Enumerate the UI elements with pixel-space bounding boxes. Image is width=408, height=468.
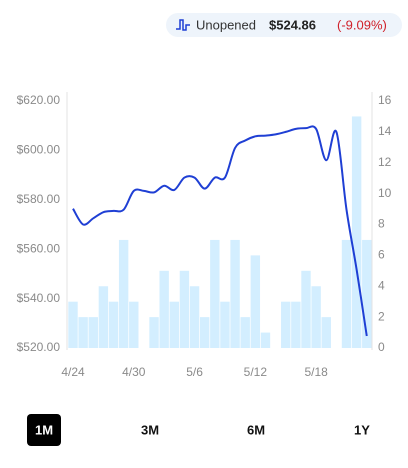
- volume-bar: [311, 286, 321, 348]
- volume-bar: [240, 317, 250, 348]
- y-tick-label: $540.00: [17, 291, 61, 305]
- y2-tick-label: 0: [378, 340, 385, 354]
- y2-tick-label: 14: [378, 124, 392, 138]
- x-tick-label: 4/24: [61, 365, 85, 379]
- volume-bar: [68, 301, 78, 348]
- volume-bar: [291, 301, 301, 348]
- y-tick-label: $520.00: [17, 340, 61, 354]
- volume-bar: [220, 301, 230, 348]
- y-tick-label: $580.00: [17, 192, 61, 206]
- volume-bar: [149, 317, 159, 348]
- x-tick-label: 5/18: [304, 365, 328, 379]
- y-tick-label: $600.00: [17, 143, 61, 157]
- volume-bar: [189, 286, 200, 348]
- volume-bar: [281, 301, 291, 348]
- price-line: [72, 125, 368, 337]
- range-button[interactable]: 6M: [247, 422, 265, 437]
- y2-tick-label: 2: [378, 309, 385, 323]
- y-tick-label: $560.00: [17, 241, 61, 255]
- volume-bar: [179, 270, 190, 348]
- volume-bar: [341, 239, 352, 348]
- y-tick-label: $620.00: [17, 93, 61, 107]
- volume-bar: [78, 317, 88, 348]
- volume-bar: [301, 270, 311, 348]
- volume-bar: [169, 301, 179, 348]
- volume-bar: [210, 239, 220, 348]
- range-button[interactable]: 1M: [35, 422, 53, 437]
- volume-bar: [118, 239, 129, 348]
- chart-icon: [176, 19, 190, 31]
- header-change: (-9.09%): [337, 17, 387, 32]
- x-tick-label: 5/12: [244, 365, 268, 379]
- x-tick-label: 4/30: [122, 365, 146, 379]
- y2-tick-label: 6: [378, 248, 385, 262]
- x-tick-label: 5/6: [186, 365, 203, 379]
- volume-bar: [98, 286, 109, 348]
- range-button[interactable]: 1Y: [354, 422, 370, 437]
- chart: $520.00 $540.00 $560.00 $580.00 $600.00 $620.…: [17, 92, 392, 379]
- range-button[interactable]: 3M: [141, 422, 159, 437]
- volume-bar: [230, 239, 240, 348]
- volume-bar: [351, 116, 362, 348]
- volume-bar: [250, 255, 261, 348]
- volume-bar: [260, 332, 271, 348]
- y2-tick-label: 4: [378, 278, 385, 292]
- range-selected-bg: [27, 414, 61, 446]
- range-selector: 1M 3M 6M 1Y: [27, 414, 370, 446]
- y2-tick-label: 12: [378, 155, 392, 169]
- y2-tick-label: 10: [378, 186, 392, 200]
- volume-bar: [108, 301, 119, 348]
- y2-tick-label: 8: [378, 217, 385, 231]
- volume-bar: [321, 317, 331, 348]
- price-pill: [166, 13, 402, 37]
- header-label: Unopened: [196, 17, 256, 32]
- volume-bar: [88, 317, 98, 348]
- header-price: $524.86: [269, 17, 316, 32]
- volume-bar: [362, 239, 372, 348]
- y2-tick-label: 16: [378, 93, 392, 107]
- volume-bar: [199, 317, 210, 348]
- volume-bar: [129, 301, 139, 348]
- volume-bar: [159, 270, 169, 348]
